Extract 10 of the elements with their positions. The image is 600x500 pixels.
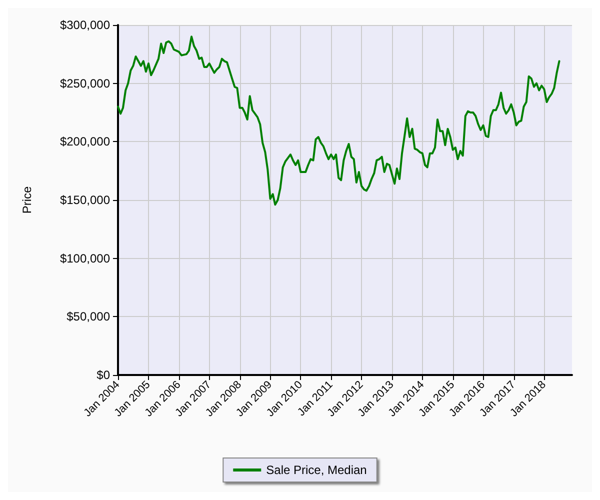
y-tick-label: $150,000 [60, 193, 110, 207]
line-series [117, 36, 560, 206]
y-axis-title: Price [20, 186, 34, 214]
y-tick-label: $300,000 [60, 18, 110, 32]
y-tick-label: $100,000 [60, 251, 110, 266]
y-tick-label: $50,000 [66, 310, 110, 324]
y-tick-label: $250,000 [60, 76, 110, 90]
y-tick-label: $0 [96, 368, 110, 382]
legend-label: Sale Price, Median [266, 463, 367, 477]
y-tick-label: $200,000 [60, 134, 110, 149]
